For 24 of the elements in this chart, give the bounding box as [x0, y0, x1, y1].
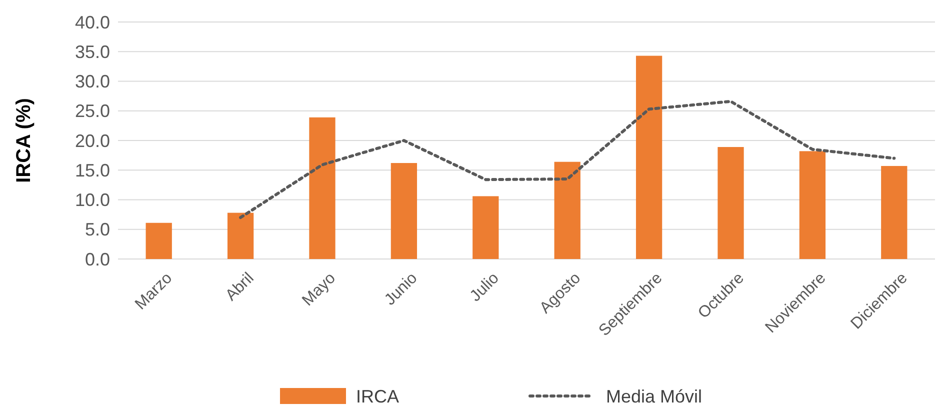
- y-tick-label: 35.0: [74, 42, 110, 62]
- bar: [146, 222, 172, 259]
- legend-label: IRCA: [356, 386, 400, 406]
- bar: [554, 162, 580, 259]
- y-tick-label: 10.0: [74, 190, 110, 210]
- bar: [309, 117, 336, 259]
- bar: [472, 196, 499, 259]
- y-tick-label: 40.0: [74, 12, 110, 32]
- bar: [881, 166, 908, 259]
- line-series: [239, 100, 896, 220]
- bar: [636, 56, 662, 259]
- legend-label: Media Móvil: [606, 386, 702, 406]
- y-tick-label: 25.0: [74, 101, 110, 122]
- y-tick-label: 5.0: [84, 220, 110, 240]
- y-tick-label: 15.0: [74, 160, 110, 180]
- y-tick-label: 0.0: [84, 249, 110, 270]
- y-axis-title: IRCA (%): [13, 98, 35, 183]
- bar: [390, 163, 418, 259]
- y-tick-label: 20.0: [74, 130, 110, 151]
- x-tick-label: Julio: [467, 270, 502, 306]
- bar: [718, 147, 744, 259]
- bar: [799, 151, 826, 259]
- bar: [227, 212, 254, 259]
- y-tick-label: 30.0: [74, 72, 110, 92]
